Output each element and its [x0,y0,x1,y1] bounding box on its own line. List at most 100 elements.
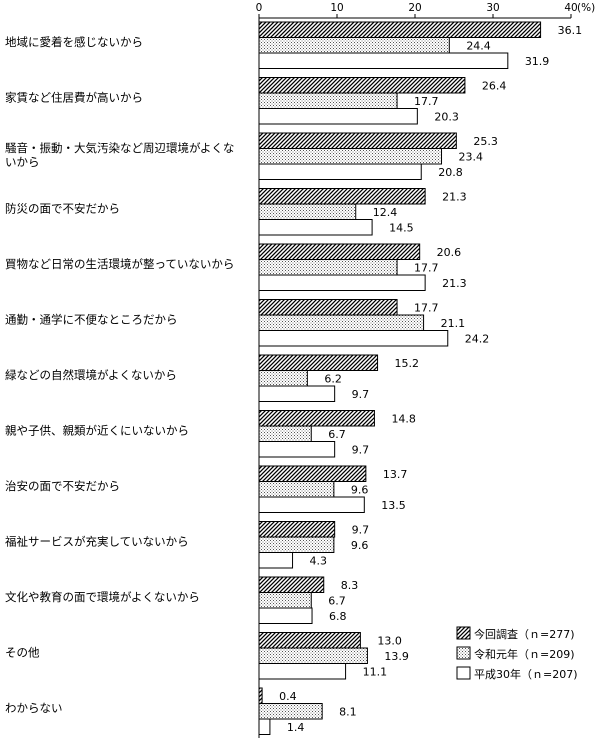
bar [258,481,335,498]
value-label: 11.1 [363,666,388,679]
bar [258,552,294,569]
category-label: 地域に愛着を感じないから [5,35,143,49]
value-label: 14.5 [389,222,414,235]
value-label: 20.8 [438,166,463,179]
labels-layer: 地域に愛着を感じないから家賃など住居費が高いから騒音・振動・大気汚染など周辺環境… [5,24,582,734]
value-label: 8.3 [341,579,359,592]
x-tick-label: 20 [408,2,421,14]
value-label: 13.9 [384,650,409,663]
bar [258,425,312,442]
value-label: 9.7 [352,444,370,457]
value-label: 24.4 [466,40,491,53]
category-label: 親や子供、親類が近くにいないから [5,424,189,438]
bar [258,703,323,720]
bar [258,354,379,371]
value-label: 9.6 [351,539,369,552]
bar [258,647,368,664]
value-label: 6.7 [328,595,346,608]
value-label: 4.3 [310,555,328,568]
bar [258,163,422,180]
bar [258,108,418,125]
category-label: 福祉サービスが充実していないから [5,535,189,549]
bar [258,496,365,513]
bar [258,77,466,94]
category-label: 文化や教育の面で環境がよくないから [5,590,200,604]
value-label: 9.7 [352,388,370,401]
value-label: 6.8 [329,610,347,623]
legend-swatch [456,666,471,680]
bar [258,521,336,538]
value-label: 12.4 [373,206,398,219]
value-label: 36.1 [558,24,583,37]
value-label: 6.7 [328,428,346,441]
bar [258,370,308,387]
legend-item-label: 今回調査（ｎ=277) [474,627,575,641]
legend-item-label: 平成30年（ｎ=207) [474,667,578,681]
x-tick-label: 0 [256,2,263,14]
bar [258,92,398,109]
value-label: 8.1 [339,706,357,719]
value-label: 6.2 [324,373,342,386]
unit-label: (%) [577,2,595,14]
value-label: 13.7 [383,468,408,481]
category-label: 通勤・通学に不便なところだから [5,313,178,327]
bar [258,314,425,331]
value-label: 17.7 [414,95,439,108]
value-label: 31.9 [525,55,550,68]
category-label: その他 [5,646,40,660]
category-label: 買物など日常の生活環境が整っていないから [5,257,234,271]
value-label: 9.6 [351,484,369,497]
value-label: 13.0 [377,635,402,648]
category-label-line: いから [5,155,40,169]
bar [258,465,367,482]
bar [258,536,335,553]
value-label: 20.6 [437,246,462,259]
bar [258,299,398,316]
bar [258,274,426,291]
bar [258,330,449,347]
value-label: 17.7 [414,302,439,315]
bar [258,259,398,276]
bar [258,148,443,165]
bars-layer [258,21,542,735]
value-label: 13.5 [381,499,406,512]
value-label: 21.3 [442,191,467,204]
value-label: 24.2 [465,333,490,346]
bar [258,37,450,54]
bar [258,203,357,220]
bar [258,687,263,704]
category-label: 騒音・振動・大気汚染など周辺環境がよくないから [5,141,234,169]
value-label: 1.4 [287,721,305,734]
value-label: 0.4 [279,690,297,703]
category-label: わからない [5,701,63,715]
category-label: 治安の面で不安だから [5,479,120,493]
value-label: 14.8 [391,413,416,426]
bar [258,607,313,624]
bar [258,718,271,735]
bar [258,576,325,593]
value-label: 23.4 [459,151,484,164]
legend-swatch [456,646,471,660]
value-label: 25.3 [473,135,498,148]
bar [258,385,336,402]
category-label-line: 騒音・振動・大気汚染など周辺環境がよくな [5,141,234,155]
value-label: 21.3 [442,277,467,290]
bar [258,219,373,236]
category-label: 家賃など住居費が高いから [5,91,143,105]
legend-swatch [456,626,471,640]
category-label: 緑などの自然環境がよくないから [5,368,177,382]
bar [258,188,426,205]
category-label: 防災の面で不安だから [5,202,120,216]
bar [258,243,421,260]
value-label: 17.7 [414,262,439,275]
bar [258,592,312,609]
legend: 今回調査（ｎ=277) 令和元年（ｎ=209) 平成30年（ｎ=207) [456,626,578,681]
value-label: 15.2 [395,357,420,370]
x-tick-label: 40 [564,2,577,14]
bar [258,21,542,38]
x-tick-label: 10 [330,2,343,14]
bar [258,132,457,149]
bar [258,632,361,649]
value-label: 20.3 [434,111,459,124]
